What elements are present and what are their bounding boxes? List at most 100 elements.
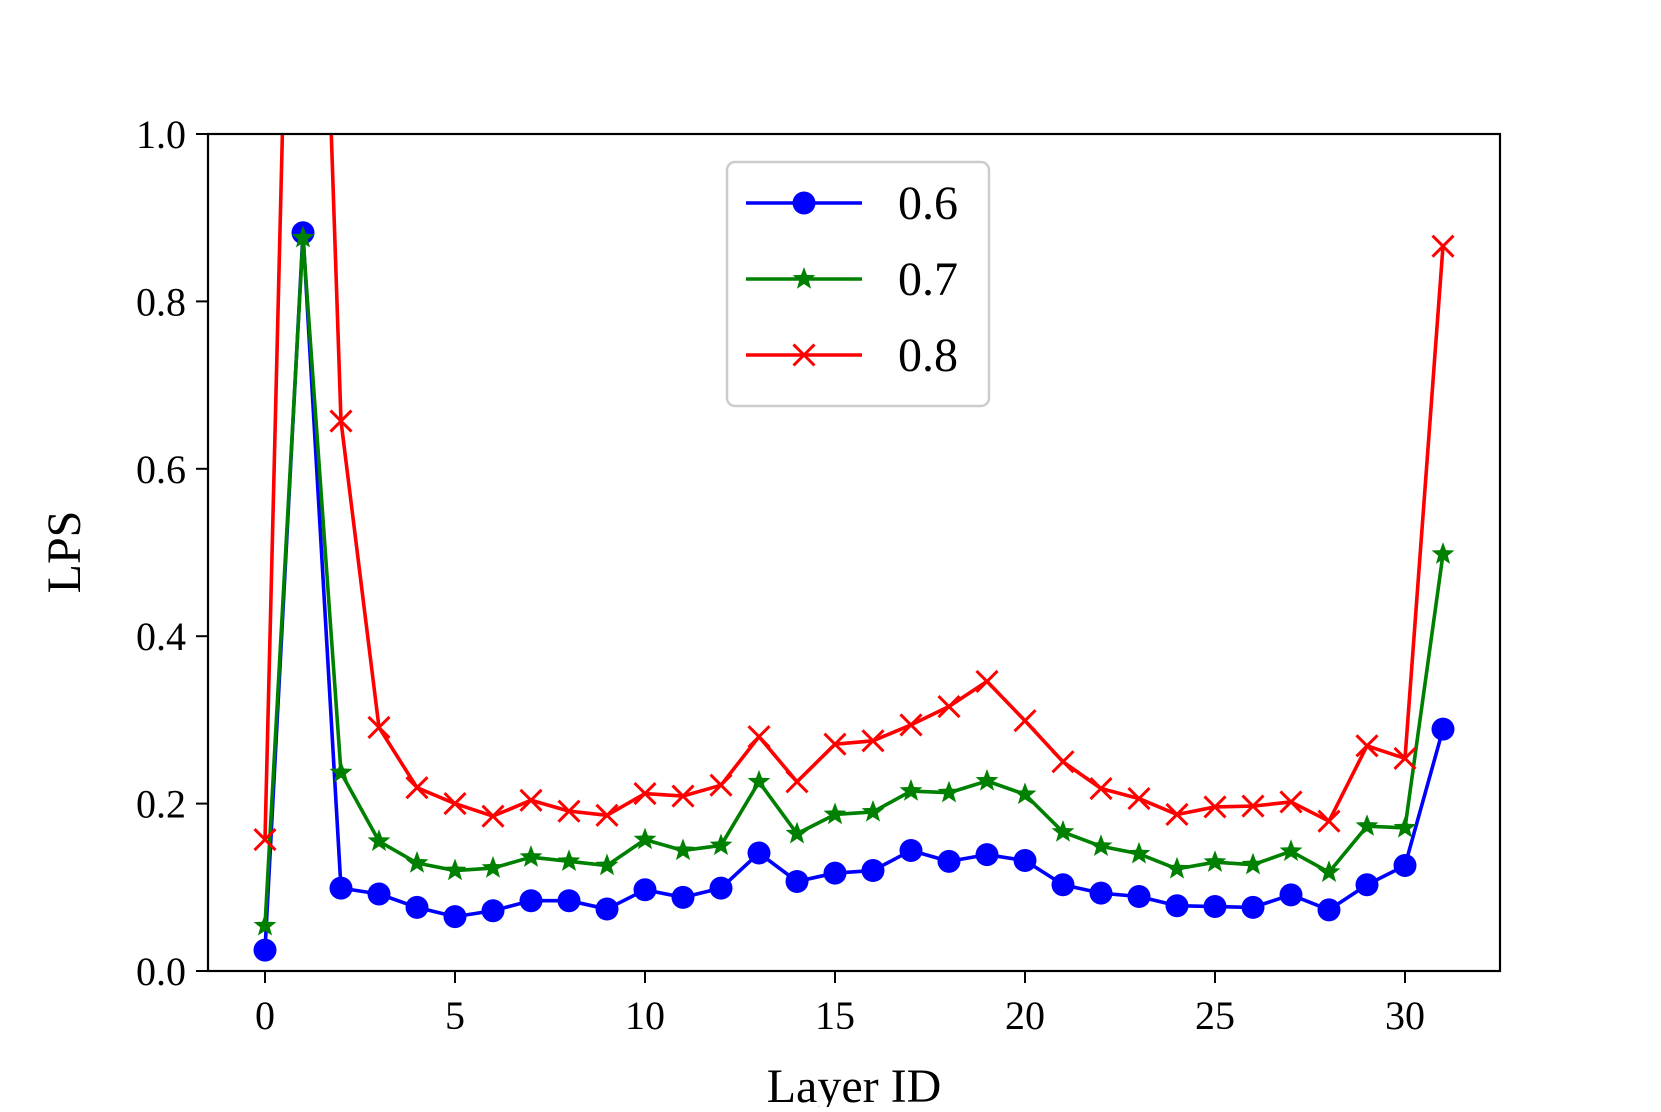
legend-marker	[792, 267, 816, 289]
data-point	[1203, 795, 1227, 819]
data-point	[1089, 776, 1113, 801]
x-tick-label: 20	[1005, 993, 1045, 1038]
data-point	[557, 889, 581, 913]
data-point	[1051, 873, 1075, 897]
data-point	[519, 889, 543, 913]
data-point	[899, 713, 923, 737]
data-point	[595, 853, 619, 876]
data-point	[823, 861, 847, 885]
data-point	[1203, 850, 1227, 872]
x-tick-label: 30	[1385, 993, 1425, 1038]
data-point	[1013, 849, 1037, 873]
data-point	[1013, 782, 1037, 805]
legend-label: 0.8	[898, 329, 958, 382]
data-point	[1165, 894, 1189, 918]
data-point	[329, 876, 353, 900]
data-point	[671, 784, 695, 808]
data-point	[1431, 717, 1455, 741]
data-point	[443, 792, 467, 816]
data-point	[975, 843, 999, 867]
data-point	[1241, 895, 1265, 919]
legend-item-0.7: 0.7	[746, 253, 958, 306]
data-point	[975, 669, 999, 693]
data-point	[823, 732, 847, 756]
data-point	[405, 851, 429, 873]
data-point	[1165, 856, 1189, 879]
legend-marker	[792, 191, 816, 215]
series-0.8	[253, 134, 1455, 852]
x-tick-label: 10	[625, 993, 665, 1038]
data-point	[405, 776, 429, 800]
data-point	[785, 770, 809, 794]
data-point	[481, 856, 505, 878]
data-point	[633, 878, 657, 902]
data-point	[1431, 542, 1455, 564]
data-point	[367, 882, 391, 906]
data-point	[861, 859, 885, 883]
data-point	[709, 833, 733, 856]
data-point	[367, 829, 391, 851]
y-tick-label: 0.8	[136, 279, 186, 324]
data-point	[747, 725, 771, 749]
data-point	[329, 760, 353, 783]
data-point	[1317, 860, 1341, 882]
data-point	[1393, 746, 1417, 770]
data-point	[1355, 734, 1379, 758]
data-point	[1241, 794, 1265, 818]
data-point	[253, 828, 277, 852]
data-point	[519, 788, 543, 812]
data-point	[671, 885, 695, 909]
legend-box	[725, 160, 991, 408]
data-point	[747, 841, 771, 865]
x-tick-label: 25	[1195, 993, 1235, 1038]
data-point	[1279, 839, 1303, 862]
data-point	[747, 769, 771, 792]
data-point	[1355, 814, 1379, 836]
data-point	[405, 895, 429, 919]
data-point	[1241, 852, 1265, 875]
data-point	[1165, 802, 1189, 827]
y-tick-label: 1.0	[136, 112, 186, 157]
data-point	[329, 409, 353, 433]
data-point	[443, 905, 467, 929]
data-point	[1355, 873, 1379, 897]
data-point	[253, 938, 277, 962]
legend-label: 0.7	[898, 253, 958, 306]
data-point	[1393, 854, 1417, 878]
legend-marker	[792, 343, 816, 367]
data-point	[1089, 881, 1113, 905]
data-point	[1317, 809, 1341, 833]
series-0.6	[253, 221, 1455, 962]
plot-frame	[206, 132, 1502, 973]
legend: 0.6 0.7 0.8	[725, 160, 991, 408]
x-axis: 0 5 10 15 20 25 30	[255, 971, 1425, 1038]
data-point	[861, 729, 885, 753]
data-point	[367, 715, 391, 739]
data-point	[785, 869, 809, 893]
data-point	[253, 913, 277, 936]
data-point	[1127, 787, 1151, 811]
y-tick-label: 0.6	[136, 447, 186, 492]
data-point	[785, 821, 809, 844]
y-axis: 0.0 0.2 0.4 0.6 0.8 1.0	[136, 112, 208, 994]
y-axis-title: LPS	[38, 511, 91, 594]
x-tick-label: 0	[255, 993, 275, 1038]
data-point	[899, 779, 923, 801]
data-point	[671, 838, 695, 861]
y-tick-label: 0.2	[136, 782, 186, 827]
data-point	[633, 781, 657, 806]
x-tick-label: 15	[815, 993, 855, 1038]
data-point	[633, 827, 657, 850]
data-point	[861, 799, 885, 822]
data-point	[557, 799, 581, 823]
data-point	[443, 858, 467, 881]
series-layer	[253, 134, 1455, 962]
data-point	[481, 804, 505, 828]
data-point	[1089, 834, 1113, 856]
data-point	[1051, 750, 1075, 774]
series-line	[263, 134, 1445, 840]
data-point	[557, 849, 581, 872]
data-point	[937, 849, 961, 873]
